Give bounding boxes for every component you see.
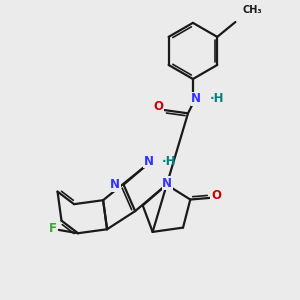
Text: ·H: ·H (162, 155, 177, 168)
Text: N: N (110, 178, 120, 191)
Text: N: N (191, 92, 201, 105)
Text: F: F (49, 222, 57, 235)
Text: N: N (162, 176, 172, 190)
Text: CH₃: CH₃ (243, 5, 262, 15)
Text: O: O (153, 100, 163, 113)
Text: ·H: ·H (209, 92, 224, 105)
Text: O: O (211, 189, 221, 202)
Text: N: N (144, 155, 154, 168)
